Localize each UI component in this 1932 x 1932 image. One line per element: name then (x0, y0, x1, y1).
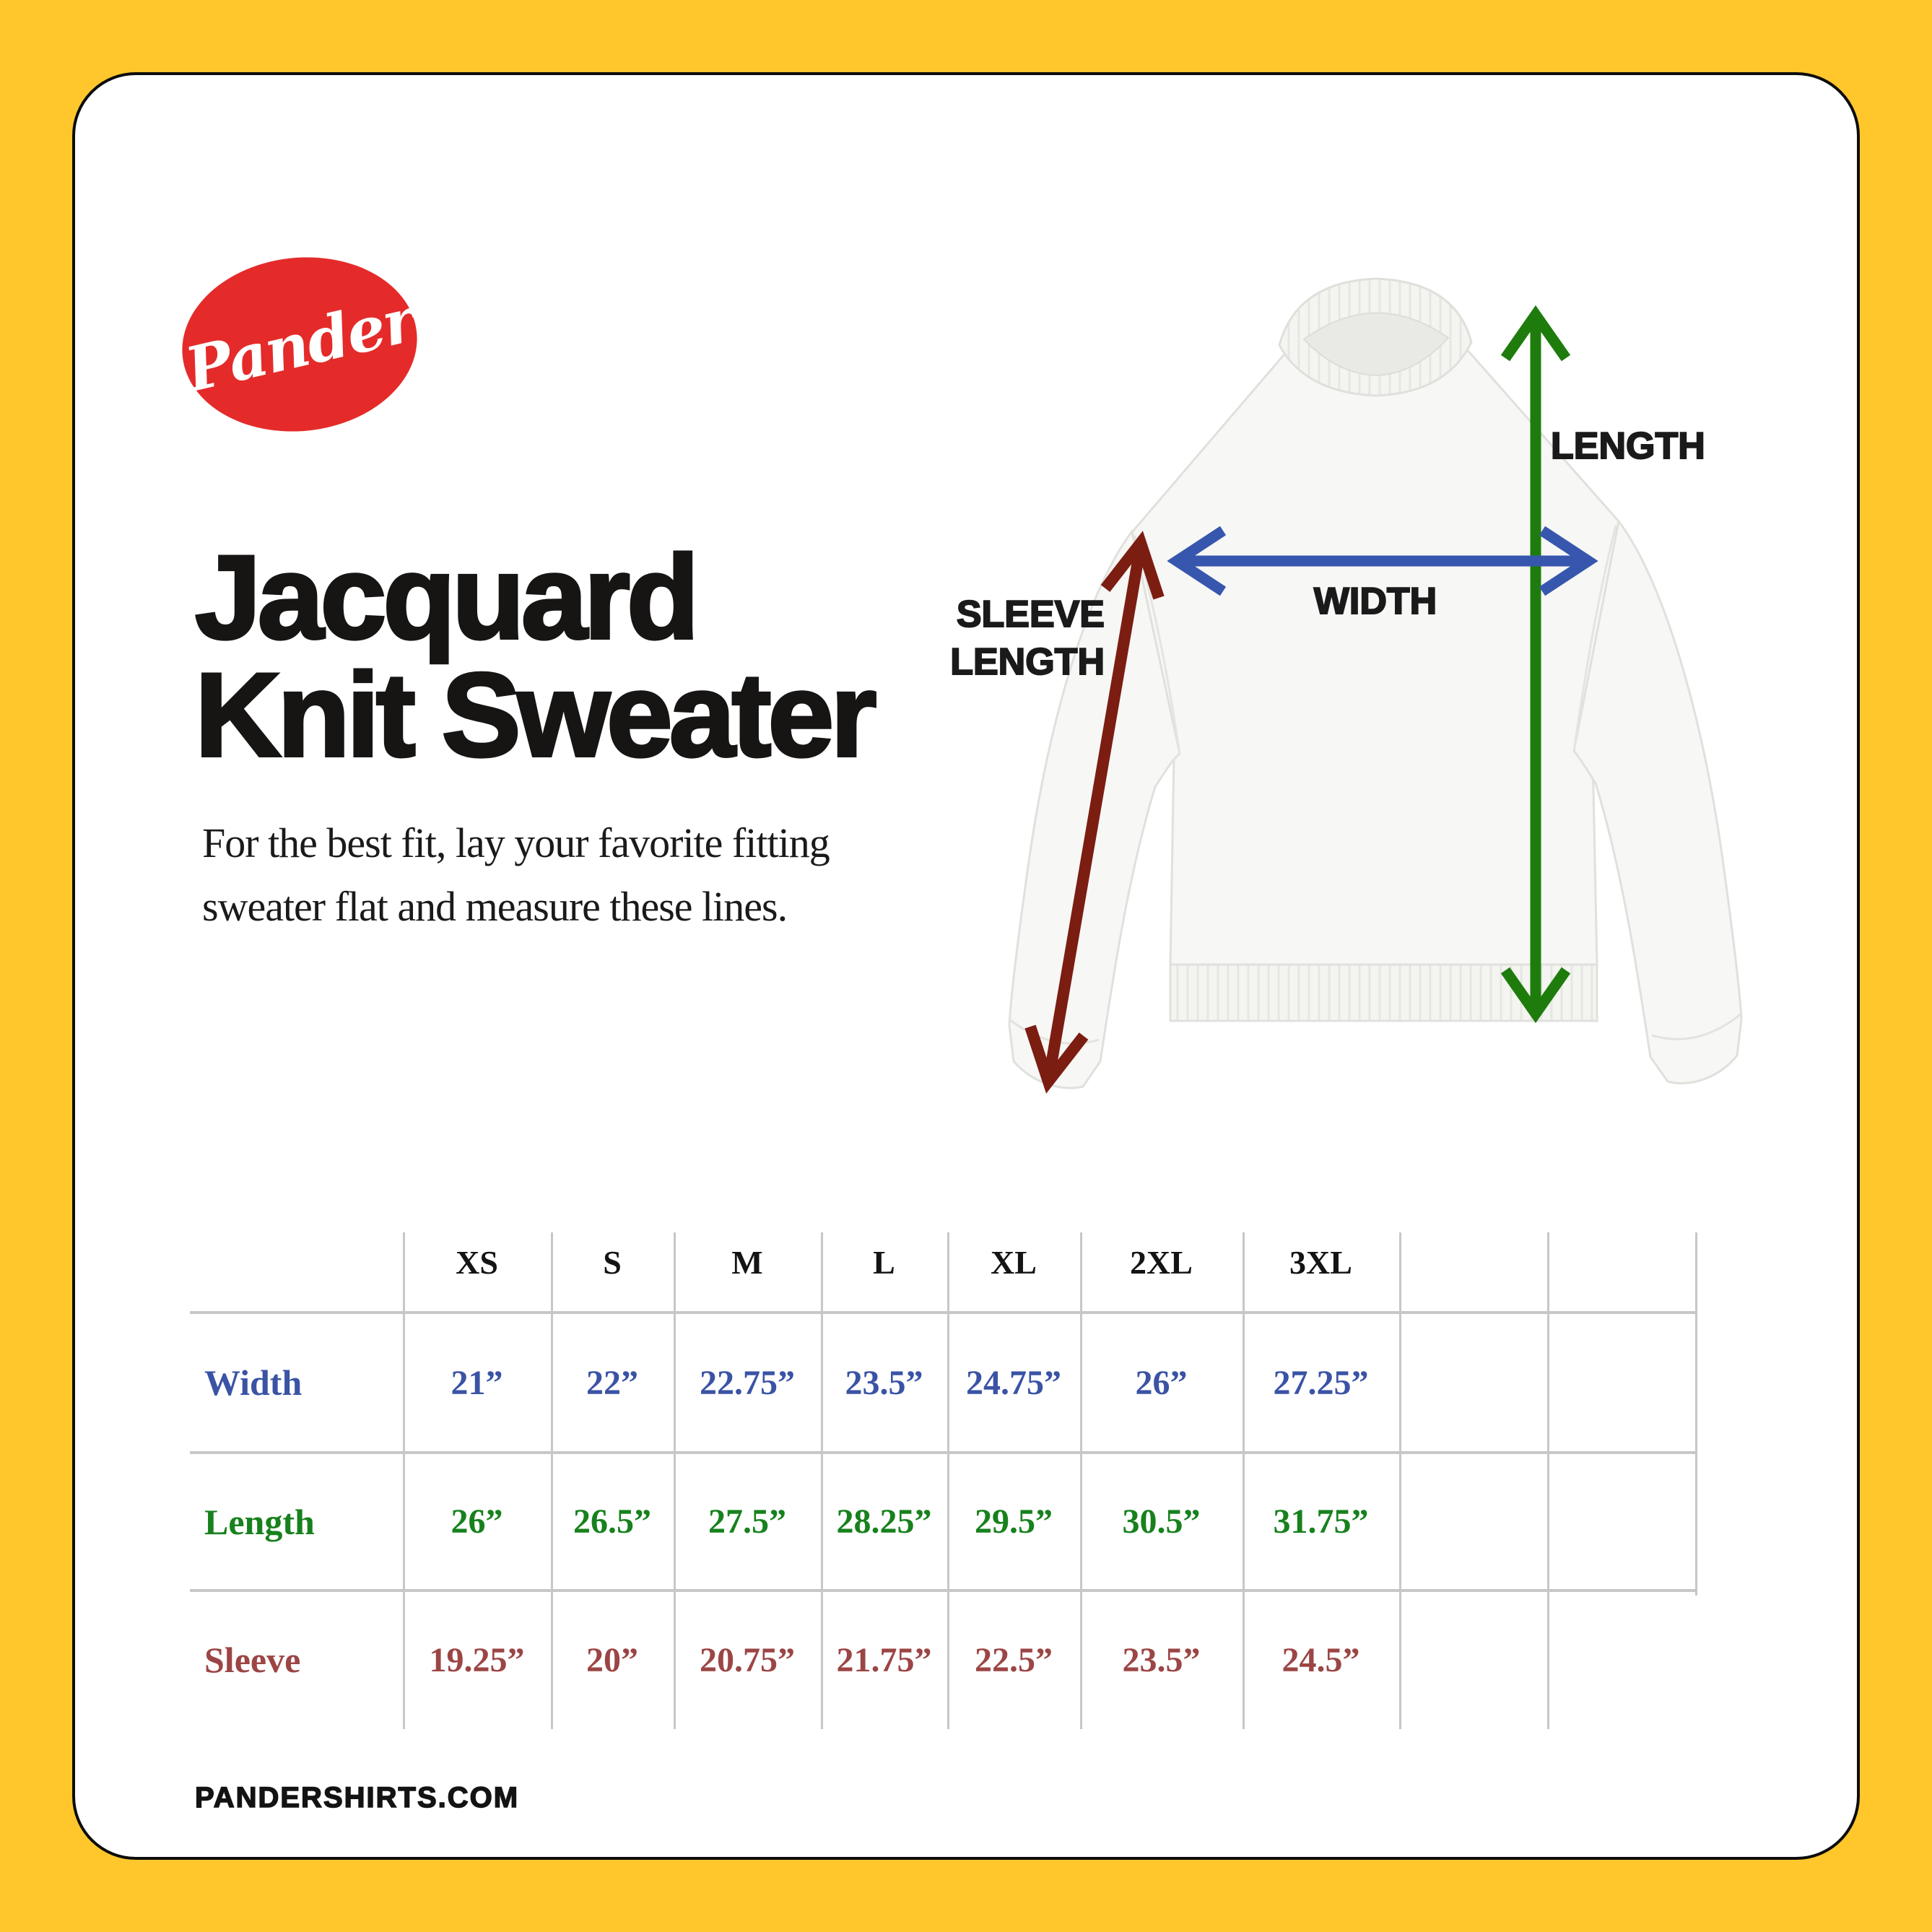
length-value-s: 26.5” (573, 1502, 651, 1541)
sleeve-length-label: SLEEVE LENGTH (892, 591, 1105, 686)
width-label: WIDTH (1313, 580, 1437, 623)
pander-logo-text: Pander (178, 283, 421, 406)
grid-line (821, 1232, 823, 1729)
empty-cell (1399, 1313, 1547, 1453)
fit-instructions: For the best fit, lay your favorite fitt… (202, 811, 830, 939)
empty-cell (1399, 1232, 1547, 1313)
sleeve-value-xl: 22.5” (975, 1640, 1053, 1679)
size-col-header-m: M (731, 1244, 763, 1281)
length-value-3xl: 31.75” (1273, 1502, 1369, 1541)
sleeve-value-3xl: 24.5” (1282, 1640, 1360, 1679)
length-value-m: 27.5” (708, 1502, 786, 1541)
size-col-header-xs: XS (456, 1244, 498, 1281)
grid-line (190, 1311, 1695, 1314)
length-arrow (1500, 305, 1571, 1024)
empty-cell (1547, 1232, 1695, 1313)
grid-line (1243, 1232, 1245, 1729)
width-value-m: 22.75” (700, 1363, 795, 1402)
sleeve-value-l: 21.75” (836, 1640, 932, 1679)
length-value-l: 28.25” (836, 1502, 932, 1541)
length-value-xs: 26” (451, 1502, 503, 1541)
size-col-header-xl: XL (991, 1244, 1037, 1281)
size-chart-grid: XS S M L XL 2XL 3XL Width 21” 22” 22.75”… (190, 1232, 1695, 1729)
width-value-l: 23.5” (845, 1363, 923, 1402)
sleeve-value-xs: 19.25” (429, 1640, 525, 1679)
empty-cell (1547, 1453, 1695, 1591)
grid-line (190, 1589, 1695, 1592)
website-url: PANDERSHIRTS.COM (194, 1781, 520, 1814)
sweater-neck-opening (1302, 312, 1450, 377)
grid-line (1399, 1232, 1401, 1729)
width-value-2xl: 26” (1135, 1363, 1188, 1402)
grid-line (1547, 1232, 1549, 1729)
sleeve-value-s: 20” (586, 1640, 638, 1679)
length-value-xl: 29.5” (975, 1502, 1053, 1541)
size-col-header-s: S (603, 1244, 622, 1281)
width-value-xs: 21” (451, 1363, 503, 1402)
empty-cell (1547, 1313, 1695, 1453)
width-value-3xl: 27.25” (1273, 1363, 1369, 1402)
product-title-line1: Jacquard (193, 531, 701, 663)
sweater-body (1131, 347, 1620, 966)
sleeve-value-2xl: 23.5” (1122, 1640, 1201, 1679)
width-value-s: 22” (586, 1363, 638, 1402)
sleeve-length-label-line2: LENGTH (949, 640, 1105, 684)
row-label-width: Width (204, 1362, 303, 1403)
row-label-sleeve: Sleeve (204, 1640, 301, 1680)
empty-cell (1399, 1591, 1547, 1729)
size-col-header-2xl: 2XL (1130, 1244, 1193, 1281)
grid-line (947, 1232, 949, 1729)
empty-cell (1399, 1453, 1547, 1591)
grid-line (403, 1232, 405, 1729)
empty-cell (1547, 1591, 1695, 1729)
fit-instructions-line2: sweater flat and measure these lines. (202, 883, 788, 930)
sweater-illustration (1008, 277, 1743, 1094)
size-col-header-l: L (873, 1244, 895, 1281)
empty-cell (190, 1232, 403, 1313)
length-value-2xl: 30.5” (1122, 1502, 1201, 1541)
size-col-header-3xl: 3XL (1289, 1244, 1352, 1281)
row-label-length: Length (204, 1501, 315, 1542)
grid-line (1080, 1232, 1082, 1729)
sleeve-length-arrow (1024, 531, 1165, 1094)
grid-line (551, 1232, 553, 1729)
grid-line (190, 1451, 1695, 1454)
product-title: Jacquard Knit Sweater (193, 531, 878, 781)
grid-line (674, 1232, 676, 1729)
sleeve-value-m: 20.75” (700, 1640, 795, 1679)
width-arrow (1167, 526, 1598, 596)
product-title-line2: Knit Sweater (193, 648, 878, 781)
sleeve-length-label-line1: SLEEVE (956, 593, 1105, 636)
fit-instructions-line1: For the best fit, lay your favorite fitt… (202, 819, 830, 866)
grid-line (1695, 1232, 1697, 1596)
length-label: LENGTH (1550, 425, 1706, 468)
sweater-right-sleeve (1572, 518, 1743, 1084)
width-value-xl: 24.75” (966, 1363, 1061, 1402)
size-chart: XS S M L XL 2XL 3XL Width 21” 22” 22.75”… (190, 1232, 1697, 1729)
